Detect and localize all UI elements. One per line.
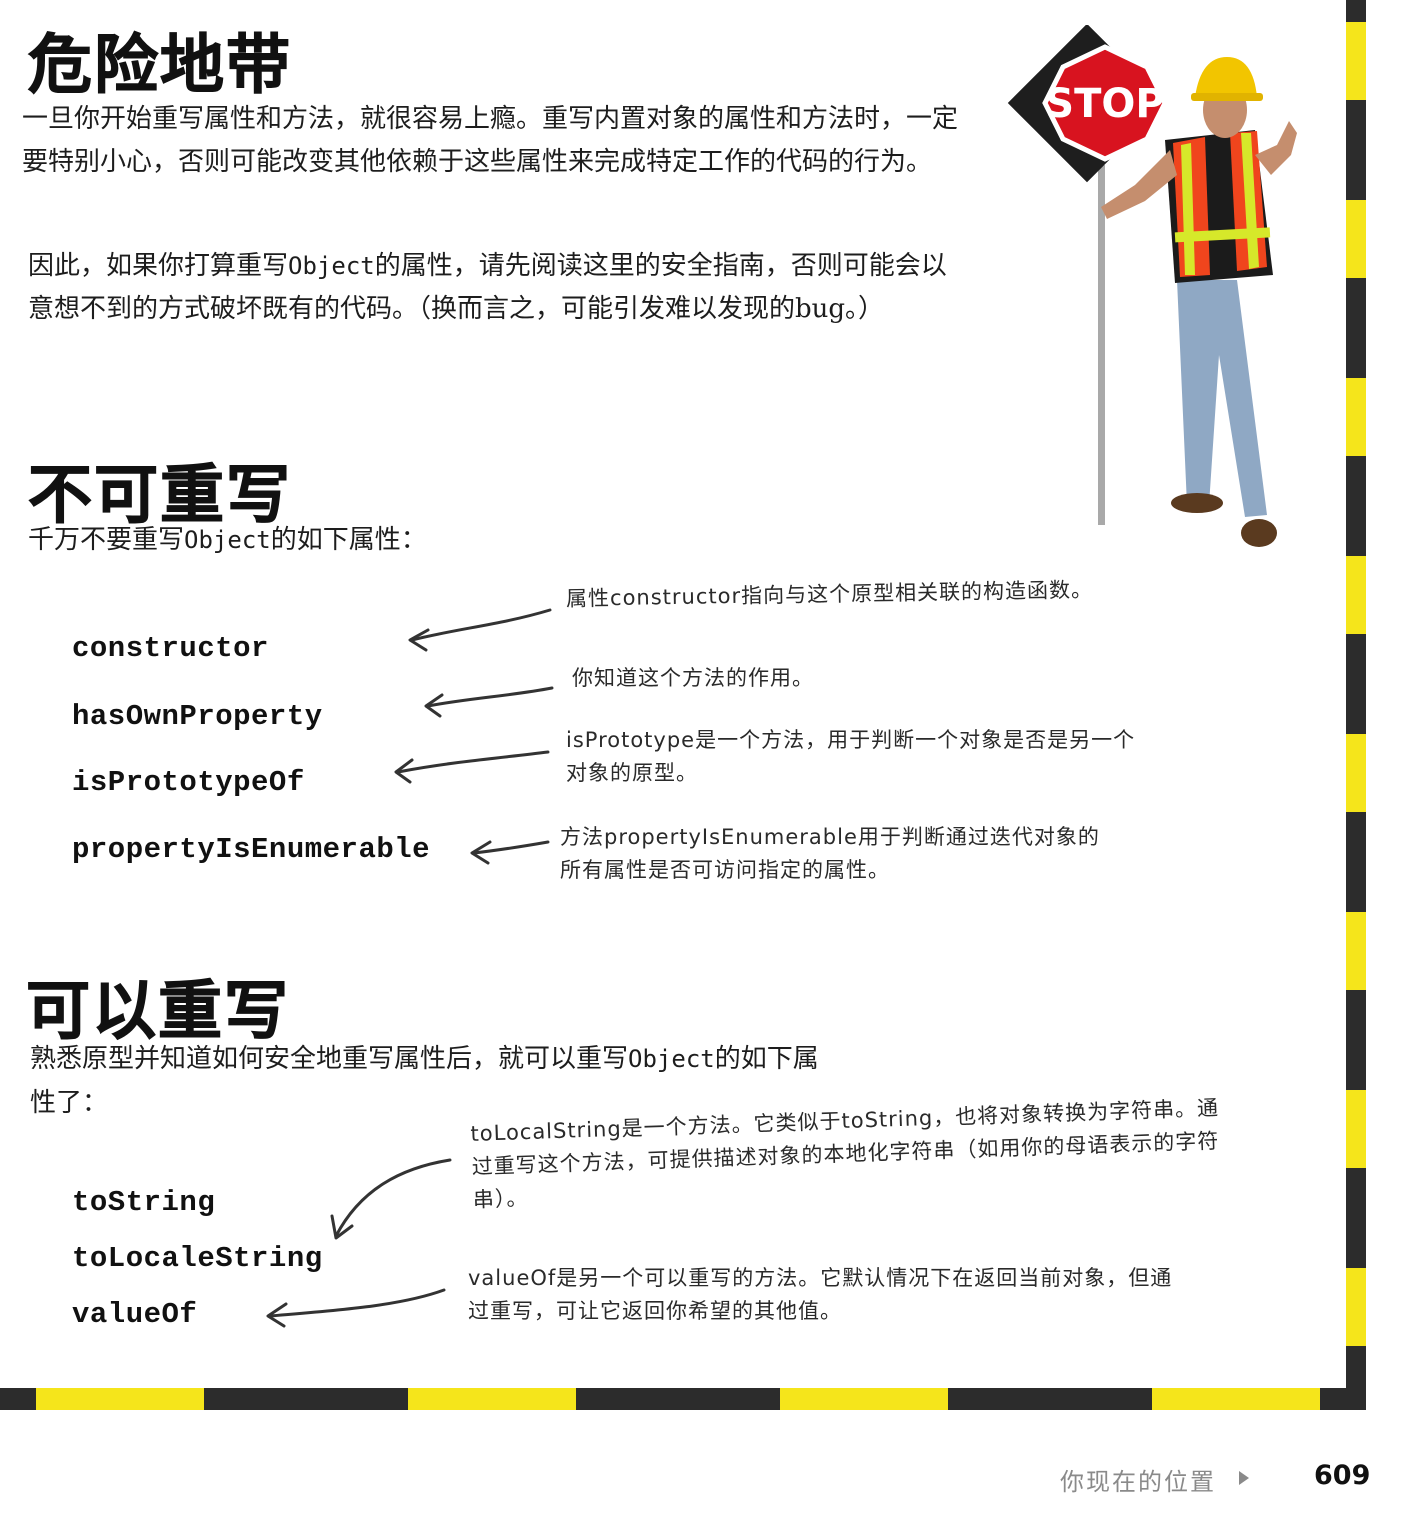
arrow-constructor: [410, 608, 552, 642]
arrow-hasownproperty: [426, 686, 554, 708]
danger-paragraph-1: 一旦你开始重写属性和方法，就很容易上瘾。重写内置对象的属性和方法时，一定要特别小…: [22, 104, 959, 177]
note-isprototypeof: isPrototype是一个方法，用于判断一个对象是否是另一个对象的原型。: [566, 728, 1136, 785]
property-propertyisenumerable: propertyIsEnumerable: [72, 833, 431, 866]
property-tolocalestring: toLocaleString: [72, 1242, 323, 1275]
stop-sign-text: STOP: [1045, 81, 1164, 127]
heading-can-override: 可以重写: [26, 975, 290, 1050]
play-arrow-icon: [1239, 1471, 1249, 1485]
property-constructor: constructor: [72, 632, 269, 665]
caution-stripe-right: [1346, 0, 1366, 1410]
footer-location-label: 你现在的位置: [1060, 1468, 1216, 1496]
do-not-override-intro: 千万不要重写Object的如下属性：: [28, 525, 427, 555]
note-valueof: valueOf是另一个可以重写的方法。它默认情况下在返回当前对象，但通过重写，可…: [468, 1266, 1173, 1323]
arrow-propertyisenumerable: [472, 840, 550, 855]
can-override-intro: 熟悉原型并知道如何安全地重写属性后，就可以重写Object的如下属性了：: [30, 1044, 819, 1118]
note-hasownproperty: 你知道这个方法的作用。: [572, 666, 814, 690]
heading-do-not-override: 不可重写: [28, 459, 292, 534]
property-valueof: valueOf: [72, 1298, 198, 1331]
caution-stripe-bottom: [0, 1388, 1366, 1410]
property-hasownproperty: hasOwnProperty: [72, 700, 323, 733]
note-propertyisenumerable: 方法propertyIsEnumerable用于判断通过迭代对象的所有属性是否可…: [560, 825, 1100, 882]
arrow-isprototypeof: [396, 750, 550, 774]
property-tostring: toString: [72, 1186, 216, 1219]
arrow-valueof: [268, 1288, 446, 1318]
arrow-tolocalestring: [334, 1158, 452, 1238]
danger-paragraph-2: 因此，如果你打算重写Object的属性，请先阅读这里的安全指南，否则可能会以意想…: [28, 251, 947, 324]
property-isprototypeof: isPrototypeOf: [72, 766, 305, 799]
construction-worker-stop-sign-image: STOP: [1007, 25, 1297, 547]
page-number: 609: [1314, 1460, 1371, 1491]
heading-danger-zone: 危险地带: [28, 29, 292, 104]
